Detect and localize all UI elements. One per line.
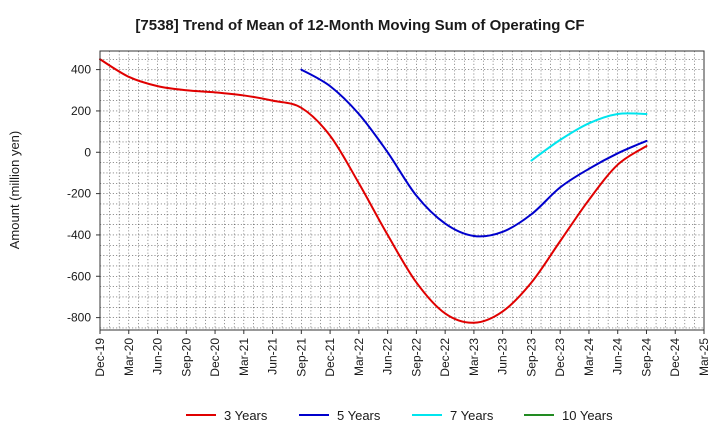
y-tick-label: 400: [71, 63, 91, 77]
x-axis: Dec-19 Mar-20 Jun-20 Sep-20 Dec-20 Mar-21 Jun-…: [93, 330, 711, 377]
series-layer: [99, 58, 648, 324]
y-tick-label: 200: [71, 104, 91, 118]
x-tick-label: Sep-21: [294, 338, 308, 377]
x-tick-label: Mar-20: [122, 338, 136, 376]
x-tick-label: Mar-22: [352, 338, 366, 376]
legend-item: 7 Years: [412, 408, 494, 423]
x-tick-label: Sep-22: [409, 338, 423, 377]
x-tick-label: Mar-24: [582, 338, 596, 376]
x-tick-label: Jun-20: [151, 338, 165, 375]
x-tick-label: Jun-22: [381, 338, 395, 375]
y-axis-label: Amount (million yen): [7, 131, 22, 250]
x-tick-label: Sep-20: [179, 338, 193, 377]
legend-item: 3 Years: [186, 408, 268, 423]
legend-item: 10 Years: [524, 408, 613, 423]
y-tick-label: -400: [67, 228, 91, 242]
y-tick-label: 0: [84, 145, 91, 159]
y-tick-label: -600: [67, 269, 91, 283]
y-axis: 400 200 0 -200 -400 -600 -800: [67, 63, 100, 325]
x-tick-label: Mar-25: [697, 338, 711, 376]
x-tick-label: Dec-21: [323, 338, 337, 377]
x-tick-label: Dec-23: [553, 338, 567, 377]
x-tick-label: Dec-22: [438, 338, 452, 377]
series-line-5-years: [300, 68, 648, 238]
chart-title: [7538] Trend of Mean of 12-Month Moving …: [135, 17, 584, 34]
series-line-3-years: [99, 58, 648, 324]
x-tick-label: Mar-23: [467, 338, 481, 376]
x-tick-label: Jun-21: [266, 338, 280, 375]
y-tick-label: -200: [67, 187, 91, 201]
x-tick-label: Sep-23: [524, 338, 538, 377]
x-tick-label: Dec-20: [208, 338, 222, 377]
legend-item: 5 Years: [299, 408, 381, 423]
legend-label: 3 Years: [224, 408, 268, 423]
series-line-7-years: [530, 112, 648, 162]
legend: 3 Years 5 Years 7 Years 10 Years: [186, 408, 613, 423]
legend-label: 10 Years: [562, 408, 613, 423]
x-tick-label: Dec-24: [668, 338, 682, 377]
grid: [99, 51, 705, 330]
x-tick-label: Jun-23: [496, 338, 510, 375]
x-tick-label: Dec-19: [93, 338, 107, 377]
legend-label: 7 Years: [450, 408, 494, 423]
legend-label: 5 Years: [337, 408, 381, 423]
x-tick-label: Mar-21: [237, 338, 251, 376]
x-tick-label: Jun-24: [611, 338, 625, 375]
plot-area: [99, 50, 705, 331]
x-tick-label: Sep-24: [639, 338, 653, 377]
y-tick-label: -800: [67, 311, 91, 325]
